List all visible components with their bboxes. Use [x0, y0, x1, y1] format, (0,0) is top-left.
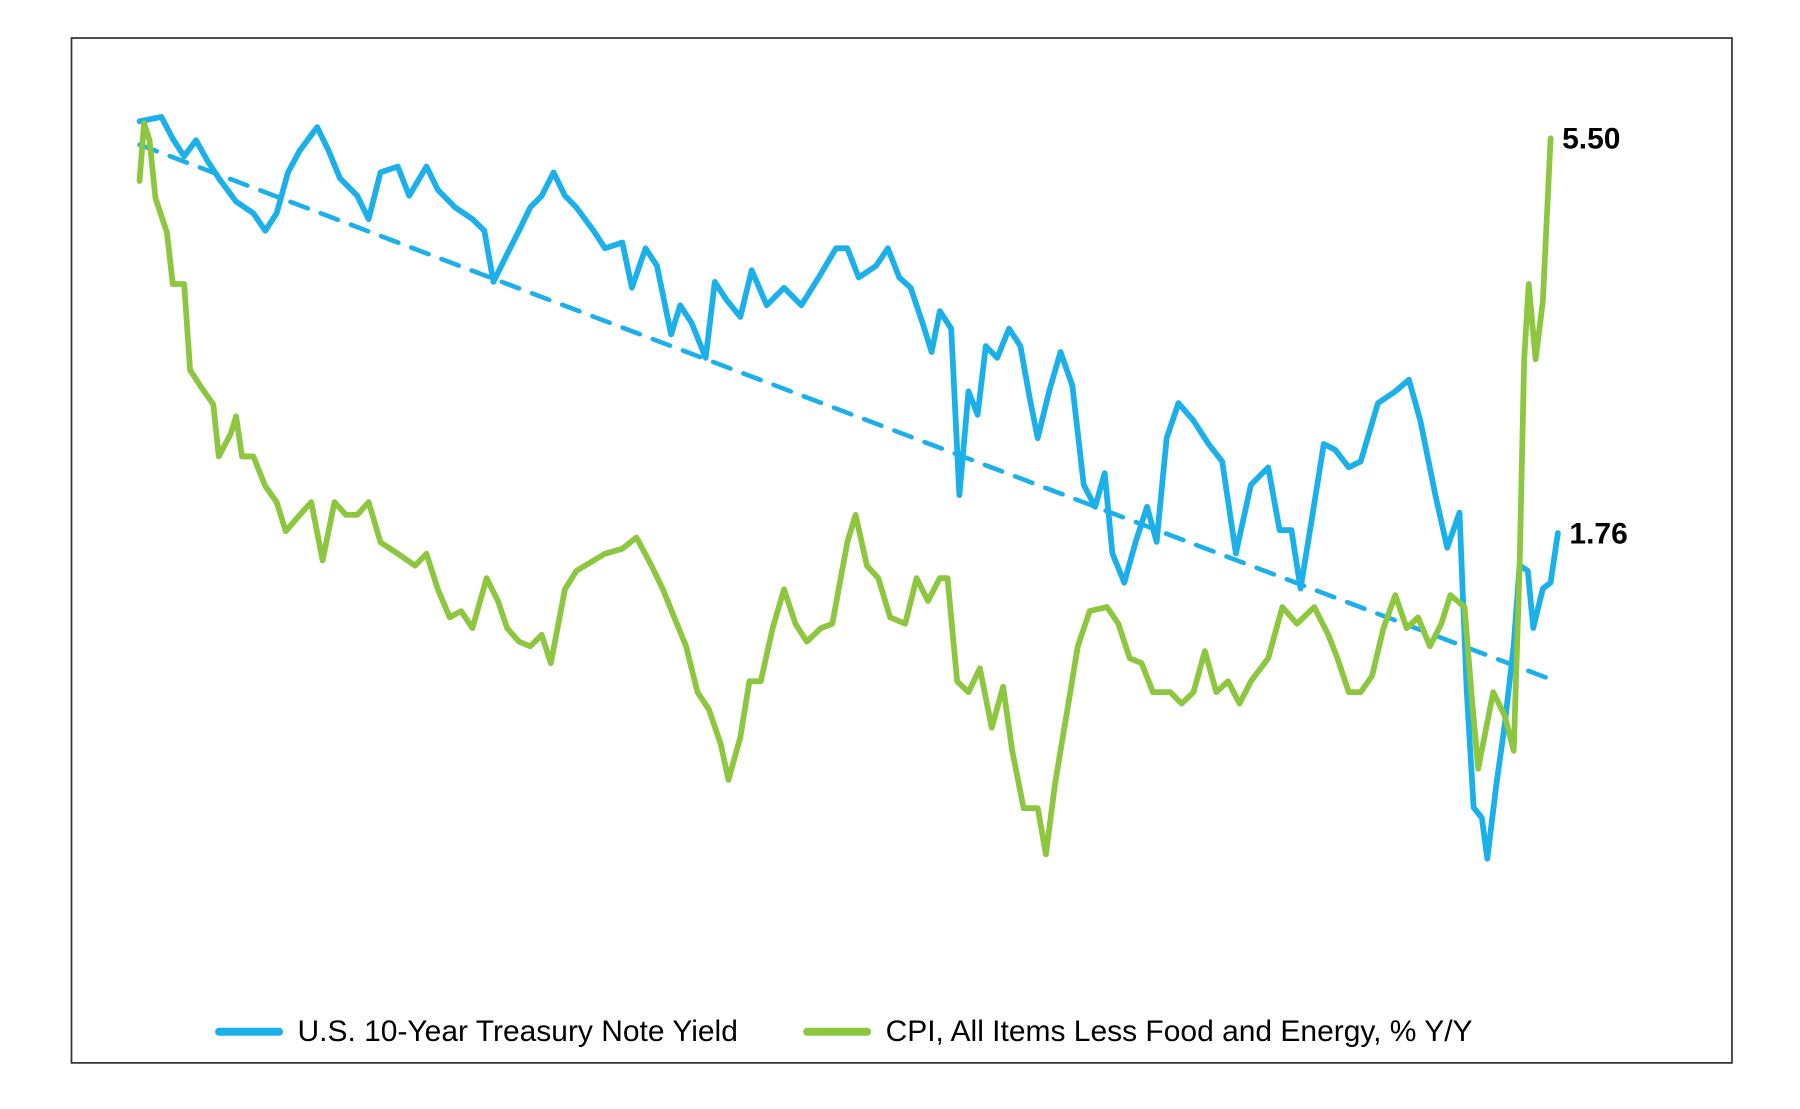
end-label: 5.50 — [1562, 122, 1620, 155]
series-line — [136, 120, 1554, 858]
end-label: 1.76 — [1569, 517, 1627, 550]
trend-line — [137, 142, 1561, 685]
series-line — [136, 114, 1561, 862]
legend-label: U.S. 10-Year Treasury Note Yield — [298, 1015, 738, 1048]
legend-label: CPI, All Items Less Food and Energy, % Y… — [886, 1015, 1473, 1048]
frame — [70, 37, 1733, 1064]
